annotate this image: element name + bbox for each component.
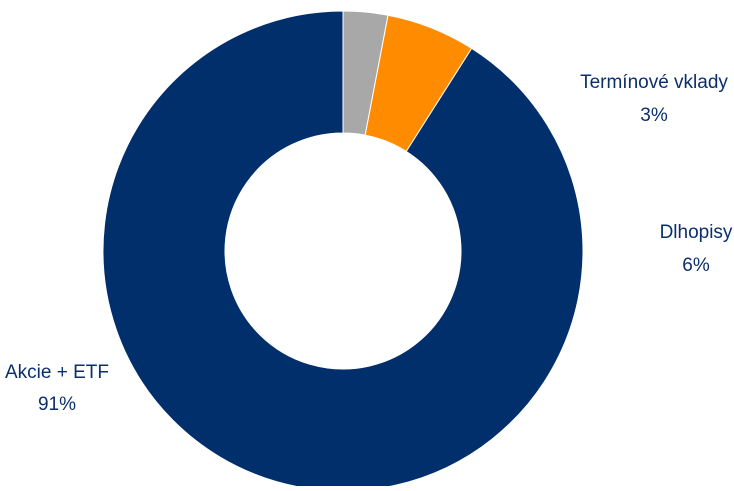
- slice-terminove-vklady: [342, 10, 389, 136]
- slices-layer: [102, 10, 584, 491]
- label-akcie-etf: Akcie + ETF: [5, 362, 109, 383]
- value-label-terminove-vklady: 3%: [640, 105, 668, 126]
- slice-akcie-etf: [102, 10, 584, 491]
- label-dlhopisy: Dlhopisy: [660, 222, 733, 243]
- labels-layer: Akcie + ETF 91% Dlhopisy 6% Termínové vklady…: [5, 72, 733, 415]
- label-terminove-vklady: Termínové vklady: [580, 72, 728, 93]
- value-label-akcie-etf: 91%: [38, 394, 76, 415]
- value-label-dlhopisy: 6%: [682, 255, 710, 276]
